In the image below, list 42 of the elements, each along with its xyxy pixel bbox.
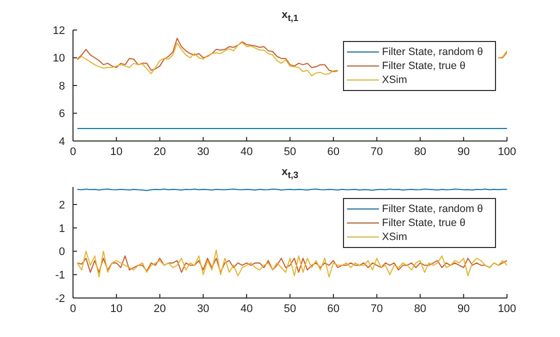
x-tick-label: 20 — [154, 302, 166, 315]
x-tick-label: 30 — [197, 302, 210, 315]
y-tick-label: 12 — [52, 24, 65, 37]
chart-title: x$_{t,3}$ — [280, 165, 300, 182]
y-tick-label: 1 — [58, 222, 65, 235]
y-tick-label: 2 — [58, 199, 65, 212]
x-tick-label: 40 — [240, 302, 253, 315]
x-tick-label: 20 — [154, 146, 166, 158]
x-tick-label: 50 — [284, 146, 296, 158]
legend-label: XSim — [382, 230, 408, 244]
x-tick-label: 80 — [414, 302, 426, 315]
x-tick-label: 10 — [110, 146, 123, 158]
x-tick-label: 0 — [70, 302, 76, 315]
x-tick-label: 30 — [197, 146, 210, 158]
line-series — [76, 255, 507, 273]
legend-label: Filter State, random θ — [382, 202, 483, 216]
x-tick-label: 50 — [284, 302, 296, 315]
legend-label: Filter State, random θ — [382, 45, 483, 59]
x-tick-label: 0 — [70, 146, 76, 158]
x-tick-label: 70 — [370, 302, 383, 315]
x-tick-label: 90 — [457, 302, 470, 315]
x-tick-label: 10 — [110, 302, 123, 315]
chart-title: x$_{t,1}$ — [280, 8, 300, 26]
y-tick-label: 4 — [58, 136, 65, 148]
x-tick-label: 100 — [498, 302, 516, 315]
x-tick-label: 60 — [327, 146, 340, 158]
y-tick-label: 8 — [58, 80, 65, 92]
x-tick-label: 90 — [457, 146, 470, 158]
y-tick-label: -2 — [55, 292, 65, 305]
y-tick-label: 0 — [58, 246, 65, 258]
x-tick-label: 60 — [327, 302, 340, 315]
y-tick-label: 6 — [58, 108, 65, 120]
line-series — [76, 250, 507, 278]
legend-label: Filter State, true θ — [382, 216, 466, 230]
x-tick-label: 70 — [370, 146, 383, 158]
y-tick-label: -1 — [55, 270, 65, 282]
x-tick-label: 100 — [498, 146, 516, 158]
y-tick-label: 10 — [52, 52, 65, 65]
legend-label: Filter State, true θ — [382, 59, 466, 73]
x-tick-label: 40 — [240, 146, 253, 158]
x-tick-label: 80 — [414, 146, 426, 158]
legend-label: XSim — [382, 73, 408, 87]
